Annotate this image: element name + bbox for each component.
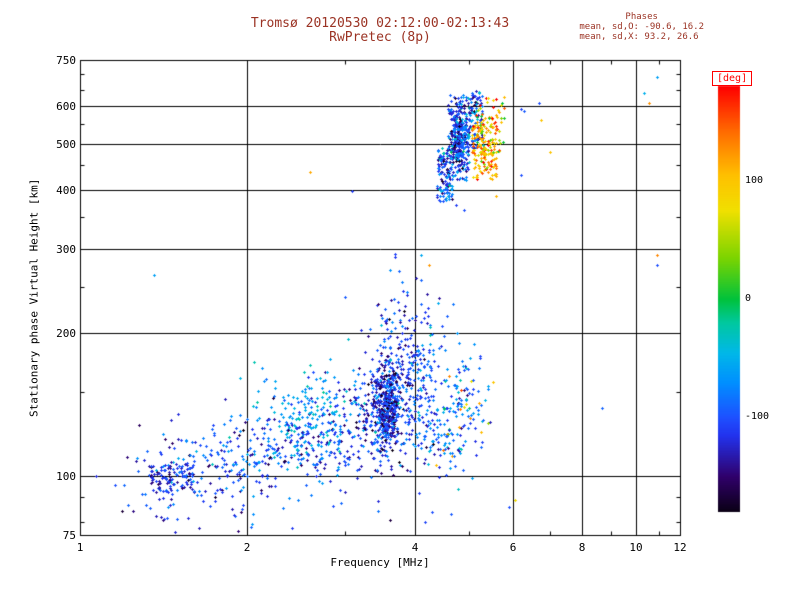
phases-o-stats: mean, sd,O: -90.6, 16.2 [579, 22, 704, 32]
y-tick-label-300: 300 [56, 243, 76, 256]
y-tick-label-100: 100 [56, 470, 76, 483]
y-tick-label-500: 500 [56, 138, 76, 151]
x-tick-label-4: 4 [411, 541, 419, 554]
colorbar-unit-label: [deg] [712, 71, 753, 86]
colorbar-tick-label-0: 0 [745, 293, 752, 304]
y-tick-label-400: 400 [56, 184, 76, 197]
y-tick-label-200: 200 [56, 327, 76, 340]
colorbar-tick-label-100: 100 [745, 175, 764, 186]
plot-subtitle: RwPretec (8p) [329, 30, 431, 45]
phases-label: Phases [625, 12, 658, 22]
y-axis-label: Stationary phase Virtual Height [km] [27, 178, 41, 417]
y-tick-label-75: 75 [62, 529, 76, 542]
x-tick-label-1: 1 [76, 541, 84, 554]
x-tick-label-2: 2 [243, 541, 251, 554]
x-tick-label-12: 12 [673, 541, 687, 554]
plot-title: Tromsø 20120530 02:12:00-02:13:43 [250, 16, 510, 31]
x-tick-label-10: 10 [629, 541, 643, 554]
x-tick-label-8: 8 [578, 541, 586, 554]
colorbar-tick-label--100: -100 [745, 411, 770, 422]
phases-annotation: Phases mean, sd,O: -90.6, 16.2 mean, sd,… [579, 12, 704, 42]
y-tick-label-600: 600 [56, 100, 76, 113]
y-tick-label-750: 750 [56, 54, 76, 67]
phases-x-stats: mean, sd,X: 93.2, 26.6 [579, 32, 699, 42]
x-axis-label: Frequency [MHz] [330, 556, 430, 569]
x-tick-label-6: 6 [509, 541, 517, 554]
